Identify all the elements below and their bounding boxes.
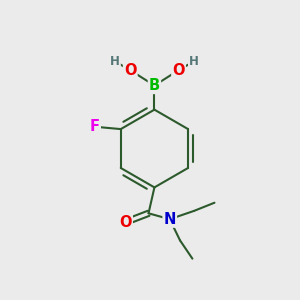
- Text: F: F: [90, 119, 100, 134]
- Text: H: H: [189, 55, 199, 68]
- Text: O: O: [124, 63, 136, 78]
- Text: H: H: [110, 55, 120, 68]
- Text: O: O: [119, 214, 132, 230]
- Text: O: O: [172, 63, 185, 78]
- Text: B: B: [149, 78, 160, 93]
- Text: N: N: [164, 212, 176, 227]
